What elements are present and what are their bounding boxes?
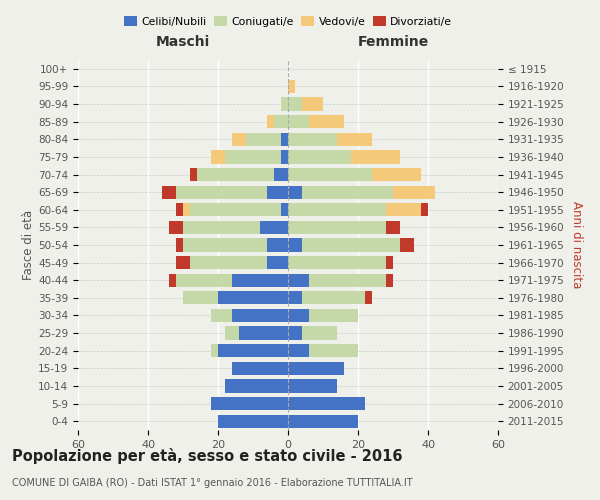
Bar bbox=[169, 221, 183, 234]
Bar bbox=[239, 326, 288, 340]
Bar bbox=[169, 274, 176, 287]
Bar bbox=[176, 186, 267, 198]
Bar bbox=[260, 221, 288, 234]
Bar bbox=[176, 256, 190, 269]
Bar bbox=[386, 256, 393, 269]
Bar bbox=[302, 291, 365, 304]
Bar bbox=[190, 256, 267, 269]
Bar bbox=[197, 168, 274, 181]
Bar bbox=[183, 291, 218, 304]
Bar bbox=[281, 98, 288, 110]
Bar bbox=[288, 238, 302, 252]
Bar bbox=[386, 274, 393, 287]
Bar bbox=[288, 132, 337, 146]
Bar bbox=[288, 326, 302, 340]
Bar bbox=[267, 238, 288, 252]
Bar bbox=[232, 362, 288, 375]
Bar bbox=[183, 221, 260, 234]
Bar bbox=[421, 203, 428, 216]
Bar bbox=[386, 221, 400, 234]
Bar bbox=[288, 362, 344, 375]
Bar bbox=[176, 203, 183, 216]
Bar bbox=[288, 414, 358, 428]
Bar bbox=[309, 309, 358, 322]
Bar bbox=[309, 344, 358, 358]
Bar bbox=[288, 80, 295, 93]
Bar bbox=[190, 203, 281, 216]
Bar bbox=[246, 132, 281, 146]
Bar bbox=[218, 344, 288, 358]
Bar bbox=[288, 344, 309, 358]
Text: Popolazione per età, sesso e stato civile - 2016: Popolazione per età, sesso e stato civil… bbox=[12, 448, 403, 464]
Bar bbox=[302, 98, 323, 110]
Bar bbox=[351, 150, 400, 164]
Bar bbox=[288, 150, 351, 164]
Bar bbox=[386, 203, 421, 216]
Bar bbox=[302, 326, 337, 340]
Bar bbox=[225, 380, 288, 392]
Legend: Celibi/Nubili, Coniugati/e, Vedovi/e, Divorziati/e: Celibi/Nubili, Coniugati/e, Vedovi/e, Di… bbox=[119, 12, 457, 31]
Bar bbox=[232, 132, 246, 146]
Bar bbox=[232, 274, 288, 287]
Bar bbox=[372, 168, 421, 181]
Bar bbox=[274, 115, 288, 128]
Bar bbox=[288, 397, 365, 410]
Bar bbox=[183, 203, 190, 216]
Bar bbox=[288, 256, 386, 269]
Bar bbox=[267, 115, 274, 128]
Bar bbox=[288, 186, 302, 198]
Y-axis label: Anni di nascita: Anni di nascita bbox=[570, 202, 583, 288]
Bar bbox=[288, 380, 337, 392]
Bar bbox=[274, 168, 288, 181]
Bar bbox=[211, 150, 225, 164]
Text: Femmine: Femmine bbox=[358, 36, 428, 50]
Bar bbox=[365, 291, 372, 304]
Bar bbox=[162, 186, 176, 198]
Bar bbox=[190, 168, 197, 181]
Bar bbox=[281, 150, 288, 164]
Text: Maschi: Maschi bbox=[156, 36, 210, 50]
Bar bbox=[211, 309, 232, 322]
Bar bbox=[232, 309, 288, 322]
Bar bbox=[288, 274, 309, 287]
Bar bbox=[288, 291, 302, 304]
Bar bbox=[400, 238, 414, 252]
Bar bbox=[302, 186, 393, 198]
Bar bbox=[281, 132, 288, 146]
Text: COMUNE DI GAIBA (RO) - Dati ISTAT 1° gennaio 2016 - Elaborazione TUTTITALIA.IT: COMUNE DI GAIBA (RO) - Dati ISTAT 1° gen… bbox=[12, 478, 413, 488]
Bar bbox=[309, 115, 344, 128]
Bar bbox=[309, 274, 386, 287]
Bar bbox=[267, 256, 288, 269]
Bar bbox=[288, 309, 309, 322]
Bar bbox=[288, 168, 372, 181]
Bar bbox=[288, 221, 386, 234]
Bar bbox=[288, 115, 309, 128]
Bar bbox=[183, 238, 267, 252]
Bar bbox=[267, 186, 288, 198]
Bar bbox=[281, 203, 288, 216]
Bar bbox=[288, 203, 386, 216]
Bar bbox=[302, 238, 400, 252]
Bar bbox=[225, 150, 281, 164]
Bar bbox=[176, 274, 232, 287]
Bar bbox=[211, 344, 218, 358]
Bar bbox=[176, 238, 183, 252]
Bar bbox=[211, 397, 288, 410]
Y-axis label: Fasce di età: Fasce di età bbox=[22, 210, 35, 280]
Bar bbox=[218, 414, 288, 428]
Bar bbox=[218, 291, 288, 304]
Bar bbox=[337, 132, 372, 146]
Bar bbox=[225, 326, 239, 340]
Bar bbox=[288, 98, 302, 110]
Bar bbox=[393, 186, 435, 198]
